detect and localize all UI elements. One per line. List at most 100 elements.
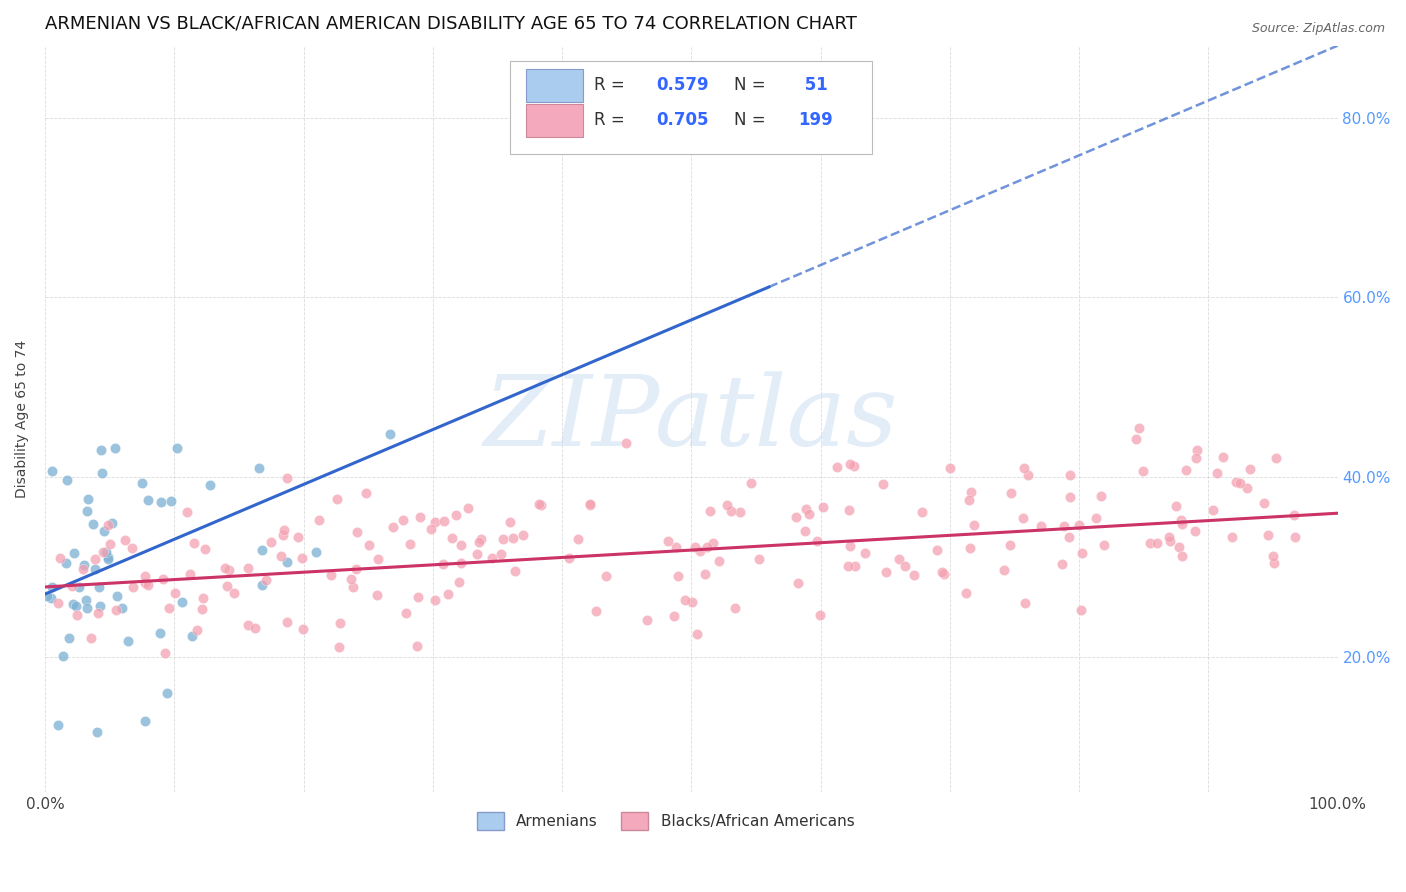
Point — [557, 550, 579, 565]
Point — [963, 517, 986, 532]
Point — [1212, 450, 1234, 465]
Point — [806, 534, 828, 549]
Point — [673, 592, 696, 607]
Point — [136, 492, 159, 507]
Point — [837, 558, 859, 573]
Point — [1139, 535, 1161, 549]
Point — [894, 559, 917, 574]
Point — [292, 622, 315, 636]
Point — [380, 427, 402, 442]
Point — [457, 500, 479, 515]
Point — [166, 441, 188, 455]
Point — [579, 498, 602, 512]
Point — [450, 556, 472, 570]
Point — [247, 460, 270, 475]
Point — [903, 567, 925, 582]
Point — [787, 576, 810, 591]
Point — [305, 545, 328, 559]
Point — [959, 541, 981, 555]
Point — [1257, 528, 1279, 542]
Point — [89, 599, 111, 613]
Point — [329, 615, 352, 630]
Point — [1084, 510, 1107, 524]
Point — [797, 507, 820, 521]
Point — [83, 562, 105, 576]
Point — [55, 473, 77, 487]
Point — [825, 460, 848, 475]
Point — [408, 509, 430, 524]
Point — [77, 491, 100, 506]
Point — [344, 562, 367, 576]
Point — [131, 475, 153, 490]
Point — [911, 505, 934, 519]
Point — [405, 640, 427, 654]
Point — [58, 631, 80, 645]
Point — [82, 516, 104, 531]
Point — [408, 590, 430, 604]
Point — [260, 534, 283, 549]
Point — [191, 602, 214, 616]
Point — [489, 547, 512, 561]
Point — [1159, 533, 1181, 548]
Point — [122, 580, 145, 594]
Point — [62, 597, 84, 611]
Point — [785, 510, 807, 524]
Point — [194, 542, 217, 557]
Point — [394, 606, 416, 620]
Point — [681, 595, 703, 609]
Point — [1125, 432, 1147, 446]
Point — [114, 533, 136, 547]
Point — [1012, 511, 1035, 525]
Point — [1263, 549, 1285, 563]
Point — [1239, 462, 1261, 476]
Point — [1014, 596, 1036, 610]
Point — [512, 527, 534, 541]
Text: 199: 199 — [799, 112, 834, 129]
Point — [1132, 464, 1154, 478]
Point — [1092, 538, 1115, 552]
Point — [1059, 490, 1081, 504]
FancyBboxPatch shape — [510, 61, 872, 154]
Point — [748, 552, 770, 566]
Point — [1253, 496, 1275, 510]
Text: ARMENIAN VS BLACK/AFRICAN AMERICAN DISABILITY AGE 65 TO 74 CORRELATION CHART: ARMENIAN VS BLACK/AFRICAN AMERICAN DISAB… — [45, 15, 856, 33]
Text: 0.579: 0.579 — [657, 76, 709, 95]
Point — [1220, 530, 1243, 544]
Point — [686, 627, 709, 641]
Point — [1017, 467, 1039, 482]
Point — [1052, 557, 1074, 571]
Point — [117, 633, 139, 648]
Point — [1069, 517, 1091, 532]
Point — [252, 543, 274, 558]
Point — [321, 568, 343, 582]
Text: ZIPatlas: ZIPatlas — [484, 371, 898, 467]
Point — [217, 579, 239, 593]
Point — [39, 591, 62, 605]
Point — [794, 502, 817, 516]
Point — [1202, 503, 1225, 517]
Point — [159, 494, 181, 508]
Point — [340, 572, 363, 586]
Point — [236, 617, 259, 632]
Point — [328, 640, 350, 654]
Point — [357, 538, 380, 552]
Point — [1284, 530, 1306, 544]
Text: Source: ZipAtlas.com: Source: ZipAtlas.com — [1251, 22, 1385, 36]
Point — [93, 524, 115, 538]
Point — [730, 505, 752, 519]
Point — [595, 568, 617, 582]
Point — [276, 615, 298, 629]
Point — [499, 515, 522, 529]
Point — [72, 562, 94, 576]
Point — [104, 442, 127, 456]
Point — [1263, 556, 1285, 570]
Point — [1053, 519, 1076, 533]
Point — [1175, 463, 1198, 477]
Point — [441, 531, 464, 545]
Point — [444, 508, 467, 522]
Point — [1171, 549, 1194, 564]
Point — [887, 552, 910, 566]
Point — [76, 504, 98, 518]
Point — [838, 503, 860, 517]
Point — [138, 578, 160, 592]
